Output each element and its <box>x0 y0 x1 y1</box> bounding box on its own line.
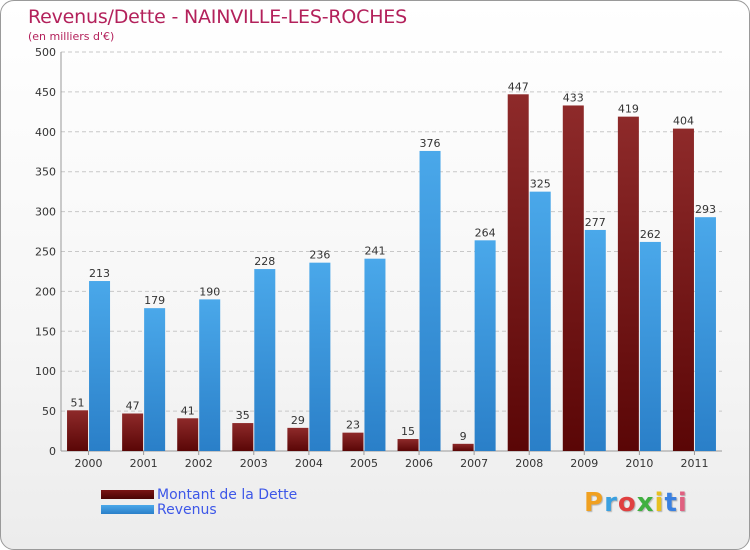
bars-layer <box>67 94 716 451</box>
data-label-debt: 35 <box>236 409 250 422</box>
legend: Montant de la Dette Revenus <box>101 486 298 518</box>
data-label-debt: 29 <box>291 414 305 427</box>
legend-item-debt: Montant de la Dette <box>101 486 298 503</box>
data-label-revenue: 264 <box>475 226 496 239</box>
data-label-debt: 447 <box>508 80 529 93</box>
logo-letter: i <box>654 488 665 518</box>
legend-swatch-debt <box>101 490 154 499</box>
bar-revenue <box>639 241 661 451</box>
proxiti-logo: Proxiti <box>584 488 688 518</box>
bar-revenue <box>694 217 716 451</box>
data-label-debt: 433 <box>563 91 584 104</box>
bar-debt <box>232 423 254 451</box>
y-tick-label: 250 <box>35 246 56 259</box>
bar-revenue <box>309 262 331 451</box>
data-label-debt: 419 <box>618 103 639 116</box>
data-label-revenue: 228 <box>254 255 275 268</box>
bar-revenue <box>529 191 551 451</box>
x-tick-label: 2008 <box>515 457 543 470</box>
bar-revenue <box>419 150 441 451</box>
legend-label-revenue: Revenus <box>157 501 217 518</box>
legend-item-revenue: Revenus <box>101 501 297 518</box>
bar-revenue <box>199 299 221 451</box>
logo-letter: r <box>604 488 618 518</box>
data-label-revenue: 376 <box>420 137 441 150</box>
x-tick-label: 2005 <box>350 457 378 470</box>
y-tick-label: 350 <box>35 166 56 179</box>
bar-revenue <box>364 258 386 451</box>
data-label-revenue: 190 <box>199 285 220 298</box>
data-label-revenue: 241 <box>364 245 385 258</box>
data-label-debt: 404 <box>673 115 694 128</box>
data-label-revenue: 293 <box>695 203 716 216</box>
labels-layer: 51 213 47 179 41 190 35 228 29 236 23 241 15 376 9 264 4… <box>71 80 716 443</box>
chart-title: Revenus/Dette - NAINVILLE-LES-ROCHES <box>28 6 407 28</box>
x-tick-label: 2003 <box>240 457 268 470</box>
bar-debt <box>342 432 364 451</box>
data-label-revenue: 179 <box>144 294 165 307</box>
data-label-debt: 23 <box>346 419 360 432</box>
bar-debt <box>562 105 584 451</box>
y-tick-label: 300 <box>35 206 56 219</box>
data-label-revenue: 325 <box>530 178 551 191</box>
bar-debt <box>507 94 529 451</box>
data-label-debt: 9 <box>460 430 467 443</box>
logo-letter: o <box>617 488 637 518</box>
x-tick-label: 2004 <box>295 457 323 470</box>
y-tick-label: 150 <box>35 325 56 338</box>
logo-letter: i <box>677 488 688 518</box>
x-tick-label: 2001 <box>130 457 158 470</box>
bar-revenue <box>254 269 276 451</box>
bar-debt <box>177 418 199 451</box>
data-label-revenue: 277 <box>585 216 606 229</box>
data-label-debt: 41 <box>181 404 195 417</box>
x-tick-label: 2006 <box>405 457 433 470</box>
y-tick-label: 400 <box>35 126 56 139</box>
data-label-revenue: 262 <box>640 228 661 241</box>
x-tick-label: 2011 <box>680 457 708 470</box>
x-tick-label: 2000 <box>75 457 103 470</box>
data-label-debt: 15 <box>401 425 415 438</box>
bar-revenue <box>584 229 606 451</box>
bar-debt <box>67 410 89 451</box>
logo-letter: P <box>584 488 605 518</box>
x-tick-label: 2009 <box>570 457 598 470</box>
bar-debt <box>397 439 419 451</box>
legend-swatch-revenue <box>101 505 154 514</box>
data-label-debt: 51 <box>71 396 85 409</box>
axis-layer: 0 50 100 150 200 250 300 350 400 450 500 2000 2001 20… <box>35 46 722 470</box>
data-label-debt: 47 <box>126 399 140 412</box>
bar-revenue <box>474 240 496 451</box>
bar-debt <box>672 128 694 451</box>
y-tick-label: 450 <box>35 86 56 99</box>
bar-debt <box>287 427 309 451</box>
data-label-revenue: 213 <box>89 267 110 280</box>
y-tick-label: 500 <box>35 46 56 59</box>
y-tick-label: 100 <box>35 365 56 378</box>
bar-debt <box>452 443 474 451</box>
y-tick-label: 0 <box>49 445 56 458</box>
bar-revenue <box>89 281 111 451</box>
x-tick-label: 2010 <box>625 457 653 470</box>
bar-debt <box>122 413 144 451</box>
x-tick-label: 2007 <box>460 457 488 470</box>
logo-letter: t <box>664 488 678 518</box>
bar-revenue <box>144 308 166 451</box>
logo-letter: x <box>636 488 655 518</box>
y-tick-label: 200 <box>35 285 56 298</box>
bar-debt <box>617 116 639 451</box>
y-tick-label: 50 <box>42 405 56 418</box>
legend-label-debt: Montant de la Dette <box>157 486 298 503</box>
data-label-revenue: 236 <box>309 249 330 262</box>
x-tick-label: 2002 <box>185 457 213 470</box>
chart-subtitle: (en milliers d'€) <box>28 30 115 43</box>
